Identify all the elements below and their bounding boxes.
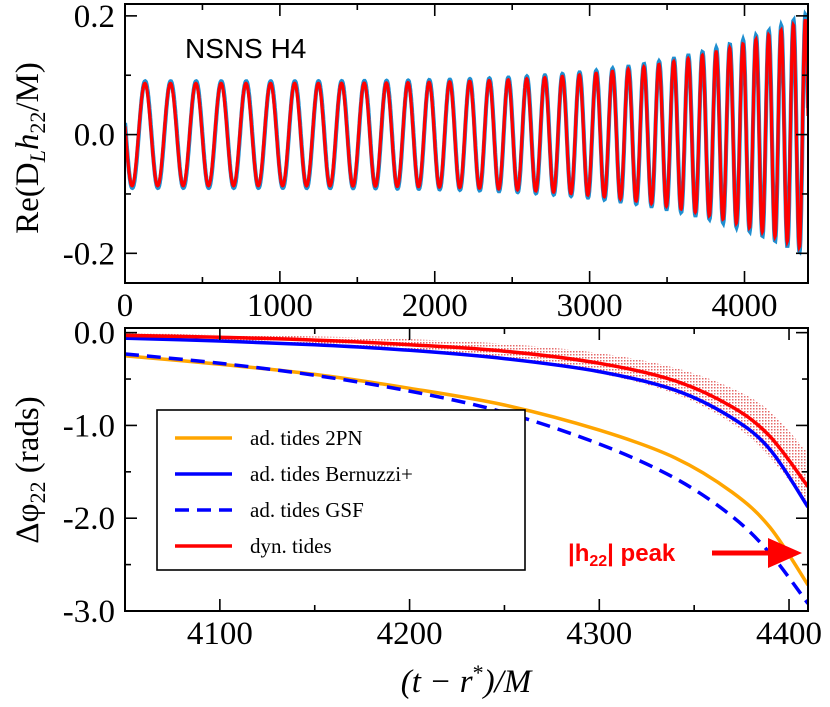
waveform-line-model	[125, 19, 808, 253]
peak-arrow-head	[768, 538, 802, 568]
legend-entry-dyn: dyn. tides	[175, 534, 332, 558]
phase-difference-plot	[125, 333, 808, 605]
peak-annotation: |h22| peak	[568, 538, 802, 570]
series-bernuzzi-line	[125, 336, 808, 509]
legend-label-2pn: ad. tides 2PN	[250, 426, 363, 450]
bottom-panel: 4100 4200 4300 4400 0.0 -1.0 -2.0 -3.0 Δφ22 (ra…	[10, 316, 822, 700]
legend-entry-2pn: ad. tides 2PN	[175, 426, 363, 450]
bottom-y-tick-label: -3.0	[63, 594, 115, 630]
top-panel: 0 1000 2000 3000 4000 0.2 0.0 -0.2 NSNS H4 Re(D…	[10, 0, 809, 324]
bottom-y-axis-label: Δφ22 (rads)	[10, 396, 50, 544]
series-gsf-line	[125, 352, 808, 605]
legend-entry-gsf: ad. tides GSF	[175, 498, 364, 522]
top-y-tick-label: 0.2	[74, 0, 115, 35]
bottom-y-tick-label: -2.0	[63, 501, 115, 537]
bottom-y-tick-label: 0.0	[74, 316, 115, 352]
peak-label: |h22| peak	[568, 540, 676, 570]
bottom-x-tick-label: 4400	[756, 616, 822, 652]
bottom-x-tick-label: 4200	[377, 616, 443, 652]
top-y-tick-label: -0.2	[63, 236, 115, 272]
top-x-tick-label: 3000	[557, 288, 623, 324]
legend-label-gsf: ad. tides GSF	[250, 498, 364, 522]
legend-label-dyn: dyn. tides	[250, 534, 332, 558]
waveform-plot	[125, 9, 808, 256]
bottom-y-tick-label: -1.0	[63, 408, 115, 444]
top-panel-annotation: NSNS H4	[185, 33, 306, 64]
top-x-tick-label: 1000	[247, 288, 313, 324]
legend-label-bernuzzi: ad. tides Bernuzzi+	[250, 462, 413, 486]
legend: ad. tides 2PN ad. tides Bernuzzi+ ad. ti…	[156, 409, 526, 571]
bottom-x-axis-label: (t − r*)/M	[401, 660, 533, 700]
top-x-tick-label: 4000	[712, 288, 778, 324]
dyn-tides-uncertainty-band	[125, 333, 808, 505]
top-y-axis-label: Re(DLh22/M)	[10, 62, 50, 234]
legend-entry-bernuzzi: ad. tides Bernuzzi+	[175, 462, 413, 486]
bottom-axis-ticks: 4100 4200 4300 4400 0.0 -1.0 -2.0 -3.0	[63, 316, 822, 652]
series-dyn-tides-line	[125, 333, 808, 488]
bottom-x-tick-label: 4100	[187, 616, 253, 652]
top-x-tick-label: 2000	[402, 288, 468, 324]
bottom-plot-frame	[124, 327, 809, 612]
top-axis-ticks: 0 1000 2000 3000 4000 0.2 0.0 -0.2	[63, 0, 808, 324]
bottom-x-tick-label: 4300	[566, 616, 632, 652]
top-y-tick-label: 0.0	[74, 118, 115, 154]
top-plot-frame	[124, 3, 809, 284]
top-x-tick-label: 0	[117, 288, 134, 324]
